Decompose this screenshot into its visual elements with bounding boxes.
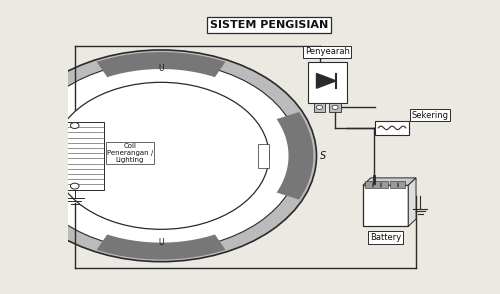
Bar <box>314 103 325 112</box>
Bar <box>308 62 346 103</box>
Polygon shape <box>96 235 226 260</box>
Circle shape <box>332 105 338 109</box>
Bar <box>258 144 269 168</box>
Polygon shape <box>96 52 226 77</box>
Text: U: U <box>158 238 164 247</box>
Text: SISTEM PENGISIAN: SISTEM PENGISIAN <box>210 20 328 30</box>
Bar <box>390 181 397 188</box>
Bar <box>363 185 408 226</box>
Text: Penyearah: Penyearah <box>305 47 350 56</box>
Ellipse shape <box>53 82 269 229</box>
Circle shape <box>70 183 79 189</box>
Bar <box>398 181 405 188</box>
Polygon shape <box>363 178 416 185</box>
Text: Coil
Penerangan /
Lighting: Coil Penerangan / Lighting <box>106 143 153 163</box>
Text: U: U <box>158 64 164 73</box>
Bar <box>375 121 410 135</box>
Text: Sekering: Sekering <box>412 111 449 120</box>
Bar <box>330 103 340 112</box>
Circle shape <box>70 123 79 128</box>
Bar <box>364 181 372 188</box>
Text: S: S <box>320 151 326 161</box>
Ellipse shape <box>23 62 299 250</box>
Ellipse shape <box>6 50 316 262</box>
Polygon shape <box>408 178 416 226</box>
Circle shape <box>316 105 322 109</box>
Bar <box>382 181 388 188</box>
Bar <box>64 144 74 168</box>
Text: Battery: Battery <box>370 233 401 242</box>
Bar <box>56 122 104 190</box>
Polygon shape <box>9 112 46 200</box>
Bar <box>373 181 380 188</box>
Polygon shape <box>316 74 336 88</box>
Polygon shape <box>276 112 314 200</box>
